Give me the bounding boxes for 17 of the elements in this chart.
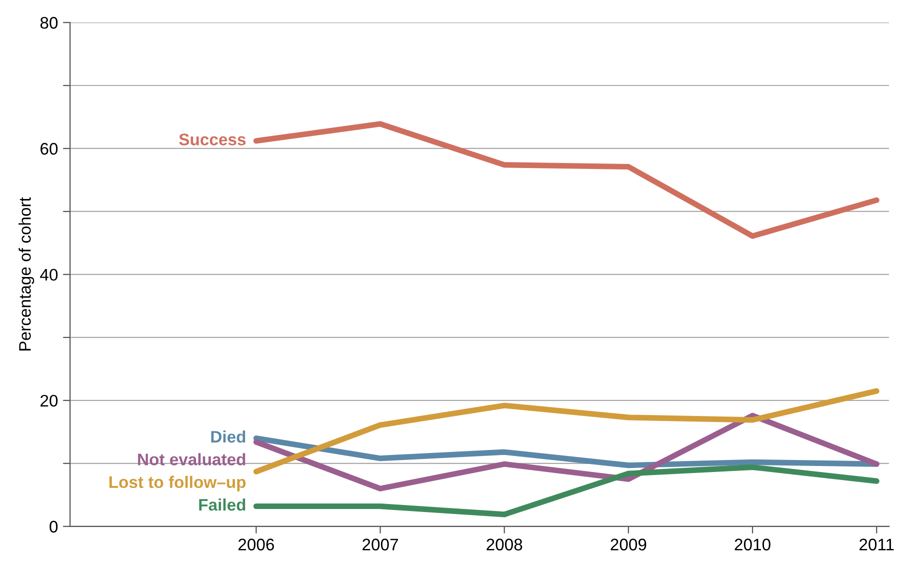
x-tick-label: 2011 [860, 538, 894, 550]
series-label: Not evaluated [138, 453, 246, 466]
series-label: Died [211, 430, 246, 443]
x-tick-label: 2006 [238, 538, 274, 550]
x-tick-label: 2009 [610, 538, 646, 550]
x-tick-label: 2008 [486, 538, 522, 550]
x-tick-label: 2010 [734, 538, 770, 550]
y-axis-title: Percentage of cohort [18, 197, 34, 350]
y-tick-label: 20 [40, 394, 58, 407]
y-tick-label: 40 [40, 268, 58, 281]
y-tick-label: 0 [50, 520, 58, 533]
series-label: Success [179, 134, 246, 146]
series-label: Failed [199, 498, 246, 511]
y-tick-label: 80 [40, 16, 58, 29]
x-tick-label: 2007 [362, 538, 398, 550]
series-label: Lost to follow–up [109, 476, 246, 492]
y-tick-label: 60 [40, 142, 58, 155]
